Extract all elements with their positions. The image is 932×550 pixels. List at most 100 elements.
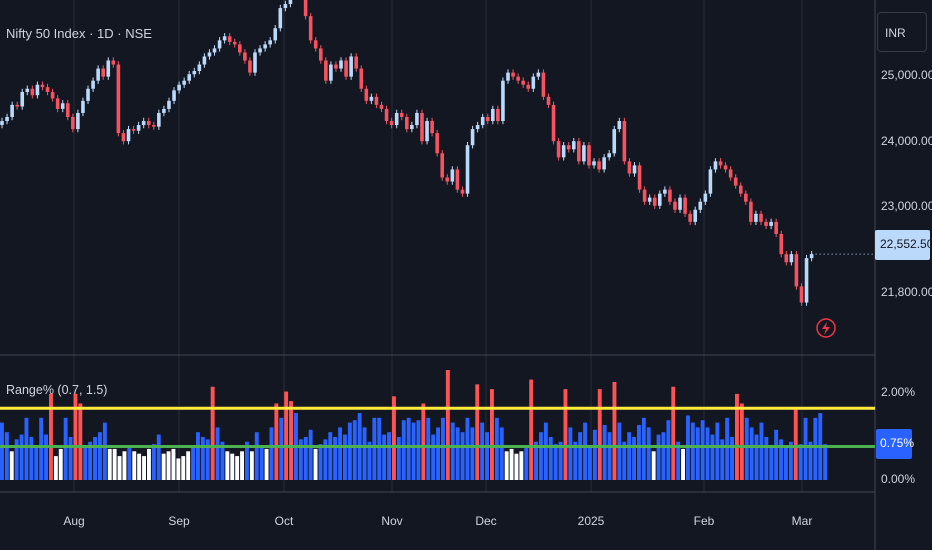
- range-bar: [225, 451, 230, 480]
- range-bar: [343, 434, 347, 480]
- range-bar: [470, 427, 475, 480]
- candle-body: [207, 52, 212, 57]
- range-bar: [666, 420, 671, 480]
- range-bar: [602, 425, 607, 480]
- range-bar: [690, 422, 695, 480]
- candle-body: [617, 121, 622, 130]
- candle-body: [394, 112, 399, 126]
- range-bar: [171, 448, 176, 480]
- range-bar: [303, 436, 308, 480]
- candle-body: [76, 112, 80, 130]
- candle-body: [55, 98, 60, 109]
- range-bar: [739, 403, 744, 480]
- candle-body: [485, 116, 490, 122]
- range-bar: [151, 444, 156, 480]
- range-bar: [558, 441, 563, 480]
- range-bar: [553, 444, 558, 480]
- candle-body: [749, 201, 753, 222]
- candle-body: [516, 76, 520, 81]
- candle-body: [334, 64, 338, 69]
- range-bar: [784, 446, 788, 480]
- range-bar: [519, 451, 524, 480]
- range-bar: [441, 417, 445, 480]
- candle-body: [379, 104, 384, 109]
- range-bar: [450, 422, 455, 480]
- range-bar: [73, 393, 78, 480]
- candle-body: [521, 80, 525, 85]
- candle-body: [243, 52, 247, 61]
- symbol-title[interactable]: Nifty 50 Index · 1D · NSE: [6, 26, 152, 41]
- range-bar: [264, 448, 269, 480]
- candle-body: [612, 129, 617, 154]
- range-bar: [725, 417, 730, 480]
- candle-body: [566, 145, 571, 150]
- range-bar: [583, 422, 587, 480]
- candle-body: [248, 60, 252, 73]
- candle-body: [308, 16, 313, 41]
- candle-body: [273, 28, 278, 41]
- range-bar: [764, 436, 769, 480]
- range-bar: [803, 417, 808, 480]
- range-bar: [269, 427, 274, 480]
- price-axis-label: 24,000.00: [881, 134, 932, 148]
- candle-body: [470, 129, 475, 146]
- candle-body: [141, 121, 146, 126]
- flash-icon: [816, 318, 836, 338]
- range-bar: [436, 427, 440, 480]
- candle-body: [217, 40, 222, 49]
- range-bar: [548, 436, 553, 480]
- currency-button[interactable]: INR: [877, 12, 927, 52]
- range-bar: [509, 448, 514, 480]
- candle-body: [187, 74, 192, 81]
- range-bar: [245, 441, 249, 480]
- range-bar: [274, 403, 279, 480]
- range-bar: [93, 436, 97, 480]
- range-bar: [798, 444, 803, 480]
- range-bar: [220, 441, 225, 480]
- candle-body: [455, 169, 460, 190]
- range-bar: [279, 417, 284, 480]
- candle-body: [642, 189, 647, 202]
- range-bar: [377, 417, 382, 480]
- candle-body: [577, 141, 581, 162]
- range-bar: [406, 417, 411, 480]
- range-bar: [68, 436, 73, 480]
- range-bar: [49, 393, 53, 480]
- candle-body: [238, 44, 242, 53]
- candle-body: [460, 189, 465, 194]
- range-bar: [259, 446, 264, 480]
- candle-body: [546, 96, 551, 105]
- range-bar: [543, 422, 548, 480]
- candle-body: [774, 221, 778, 234]
- candle-body: [587, 145, 591, 166]
- candle-body: [65, 103, 70, 117]
- range-bar: [494, 417, 499, 480]
- candle-body: [40, 84, 45, 88]
- range-bar: [191, 446, 195, 480]
- range-bar: [754, 434, 759, 480]
- range-bar: [592, 429, 597, 480]
- range-bar: [735, 393, 739, 480]
- range-bar: [715, 422, 720, 480]
- range-bar: [102, 422, 107, 480]
- candle-body: [197, 64, 202, 71]
- candle-body: [698, 201, 703, 210]
- range-bar: [632, 436, 636, 480]
- candle-body: [799, 286, 804, 303]
- candle-body: [475, 125, 480, 130]
- time-axis-label: 2025: [577, 514, 605, 528]
- time-axis-label: Mar: [791, 514, 813, 528]
- last-price-label: 22,552.50: [875, 230, 932, 260]
- range-bar: [127, 446, 132, 480]
- price-axis-label: 21,800.00: [881, 285, 932, 299]
- indicator-title[interactable]: Range% (0.7, 1.5): [6, 383, 108, 397]
- candle-body: [81, 100, 85, 113]
- range-bar: [392, 396, 396, 480]
- range-bar: [24, 417, 29, 480]
- candle-body: [324, 60, 328, 81]
- candle-body: [278, 8, 283, 29]
- candle-body: [425, 121, 429, 142]
- range-bar: [112, 448, 117, 480]
- price-axis-label: 23,000.00: [881, 199, 932, 213]
